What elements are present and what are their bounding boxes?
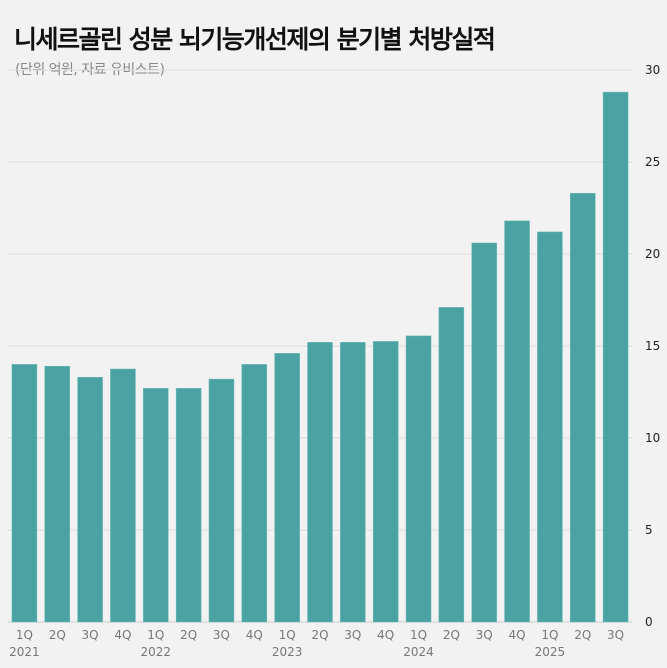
y-tick-label: 5 (645, 523, 653, 537)
bar (405, 335, 432, 623)
x-tick-label: 3Q (82, 628, 99, 642)
x-tick-label: 1Q (410, 628, 427, 642)
y-tick-label: 10 (645, 431, 660, 445)
x-tick-label: 1Q (147, 628, 164, 642)
x-tick-label: 2Q (49, 628, 66, 642)
x-tick-label: 3Q (213, 628, 230, 642)
x-year-label: 2025 (535, 645, 566, 659)
y-tick-label: 20 (645, 247, 660, 261)
chart-title: 니세르골린 성분 뇌기능개선제의 분기별 처방실적 (14, 25, 496, 54)
bar (77, 377, 103, 623)
bar (110, 368, 136, 623)
x-tick-label: 3Q (344, 628, 361, 642)
x-tick-label: 4Q (246, 628, 263, 642)
x-tick-label: 2Q (443, 628, 460, 642)
x-year-label: 2022 (141, 645, 172, 659)
bar (372, 341, 399, 623)
bar (537, 231, 563, 623)
x-tick-label: 1Q (279, 628, 296, 642)
x-tick-label: 4Q (114, 628, 131, 642)
x-tick-label: 2Q (574, 628, 591, 642)
bar (569, 193, 596, 623)
x-year-label: 2021 (9, 645, 40, 659)
x-tick-label: 3Q (476, 628, 493, 642)
x-year-label: 2024 (403, 645, 434, 659)
bar (504, 220, 530, 623)
x-tick-label: 1Q (541, 628, 558, 642)
x-year-label: 2023 (272, 645, 303, 659)
y-tick-label: 0 (645, 615, 653, 629)
x-tick-label: 4Q (509, 628, 526, 642)
y-tick-label: 25 (645, 155, 660, 169)
bar (241, 364, 268, 623)
bar (11, 364, 38, 623)
bar (274, 353, 300, 623)
bar (340, 342, 366, 623)
bar (44, 365, 71, 623)
y-tick-label: 30 (645, 63, 660, 77)
bar (471, 242, 497, 623)
y-tick-label: 15 (645, 339, 660, 353)
bar (602, 91, 629, 623)
bar (143, 388, 169, 623)
x-tick-label: 1Q (16, 628, 33, 642)
x-tick-label: 2Q (311, 628, 328, 642)
x-tick-label: 4Q (377, 628, 394, 642)
bar (307, 342, 333, 623)
x-tick-label: 3Q (607, 628, 624, 642)
bar (175, 388, 202, 623)
x-tick-label: 2Q (180, 628, 197, 642)
bar (208, 378, 235, 623)
bar (438, 307, 465, 623)
